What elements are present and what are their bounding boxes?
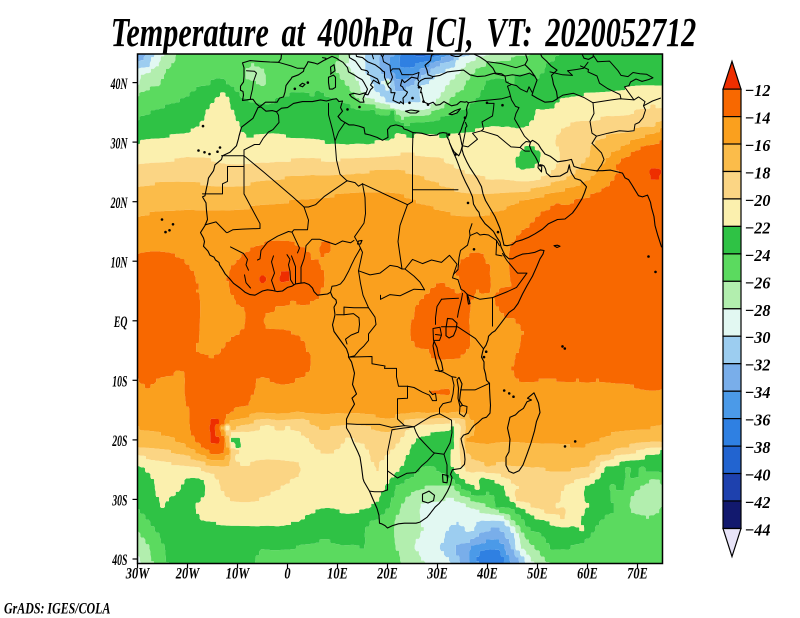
svg-text:−24: −24 [745,246,771,265]
svg-text:GrADS: IGES/COLA: GrADS: IGES/COLA [4,600,110,617]
svg-text:−36: −36 [745,410,772,429]
svg-text:20W: 20W [175,565,201,583]
svg-text:−28: −28 [745,300,772,319]
svg-text:−26: −26 [745,273,772,292]
svg-text:30S: 30S [112,492,128,509]
svg-text:EQ: EQ [113,314,127,331]
svg-text:−30: −30 [745,328,771,347]
svg-text:30N: 30N [110,135,128,152]
svg-text:−12: −12 [745,81,771,100]
svg-text:70E: 70E [627,565,648,583]
svg-text:10S: 10S [112,373,127,390]
svg-text:20S: 20S [112,433,128,450]
svg-text:20N: 20N [110,195,128,212]
svg-text:−16: −16 [745,136,772,155]
svg-text:30E: 30E [426,565,448,583]
svg-text:40N: 40N [110,76,128,93]
svg-text:30W: 30W [125,565,151,583]
svg-text:50E: 50E [527,565,548,583]
svg-text:60E: 60E [577,565,598,583]
svg-text:0: 0 [284,565,290,583]
svg-text:−22: −22 [745,218,771,237]
svg-text:−20: −20 [745,191,771,210]
svg-text:40E: 40E [476,565,498,583]
svg-text:−42: −42 [745,493,771,512]
svg-text:−34: −34 [745,383,771,402]
svg-text:−32: −32 [745,355,771,374]
svg-text:−44: −44 [745,520,771,539]
svg-text:10N: 10N [111,254,128,271]
svg-text:10E: 10E [327,565,348,583]
svg-text:−18: −18 [745,163,772,182]
svg-text:10W: 10W [226,565,251,583]
svg-text:−14: −14 [745,108,771,127]
svg-text:20E: 20E [376,565,398,583]
svg-text:−40: −40 [745,465,771,484]
svg-text:40S: 40S [112,552,128,569]
svg-text:−38: −38 [745,438,772,457]
svg-text:Temperature at 400hPa [C], VT:: Temperature at 400hPa [C], VT: 202005271… [111,10,696,56]
